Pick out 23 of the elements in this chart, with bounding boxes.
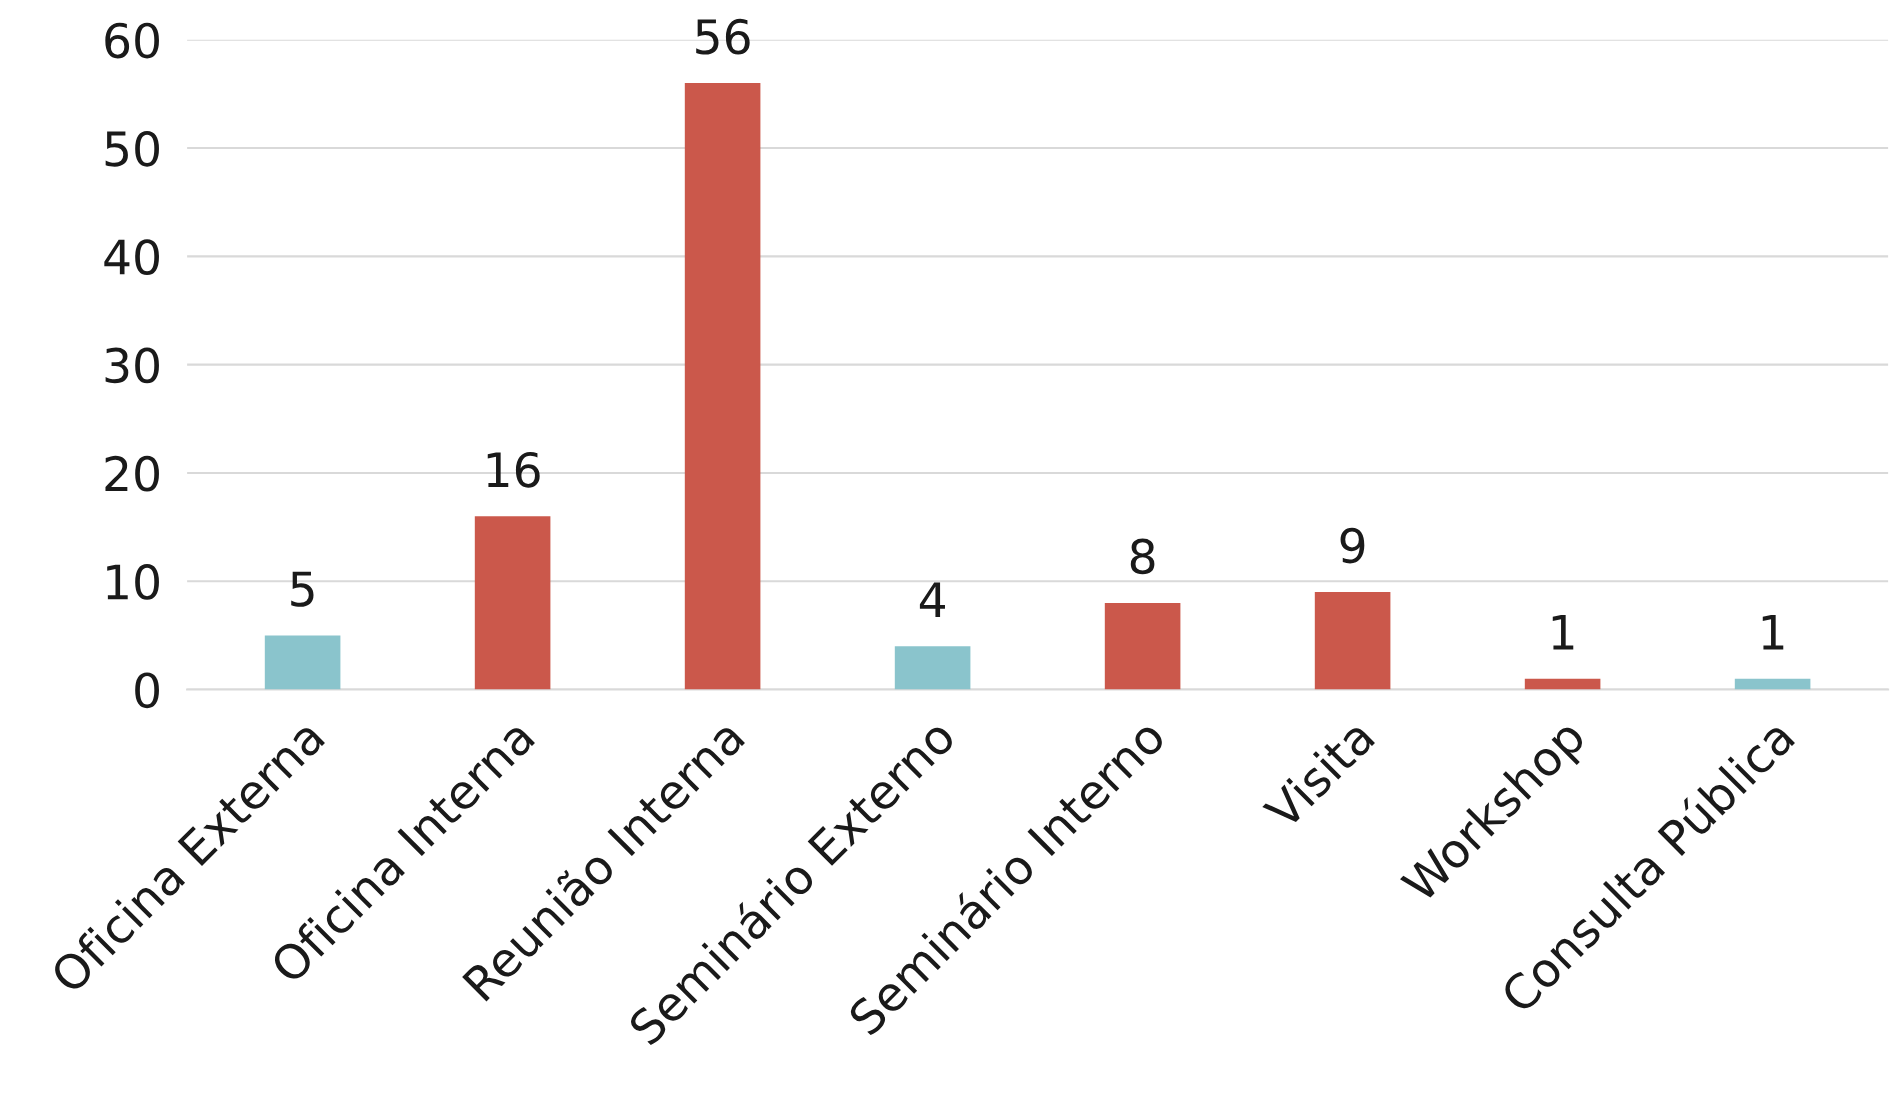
data-label: 4 [919, 582, 945, 617]
bar [894, 646, 971, 690]
y-tick-label: 20 [105, 455, 159, 492]
data-label: 56 [696, 18, 750, 55]
data-label: 1 [1552, 615, 1574, 650]
data-label: 8 [1130, 538, 1155, 575]
y-tick-label: 30 [105, 347, 159, 384]
bar [1524, 678, 1601, 690]
bar [1734, 678, 1811, 690]
bar [264, 635, 341, 690]
data-label: 1 [1762, 615, 1784, 650]
bar [684, 83, 761, 690]
y-tick-label: 60 [105, 22, 159, 59]
bar [474, 516, 551, 690]
y-tick-label: 0 [135, 672, 159, 709]
data-label: 5 [291, 571, 314, 607]
y-tick-label: 10 [107, 564, 159, 600]
y-tick-label: 40 [104, 239, 159, 275]
data-label: 16 [487, 451, 540, 488]
bar [1104, 602, 1181, 690]
bar [1314, 592, 1391, 690]
y-tick-label: 50 [105, 130, 159, 167]
data-label: 9 [1340, 527, 1365, 564]
